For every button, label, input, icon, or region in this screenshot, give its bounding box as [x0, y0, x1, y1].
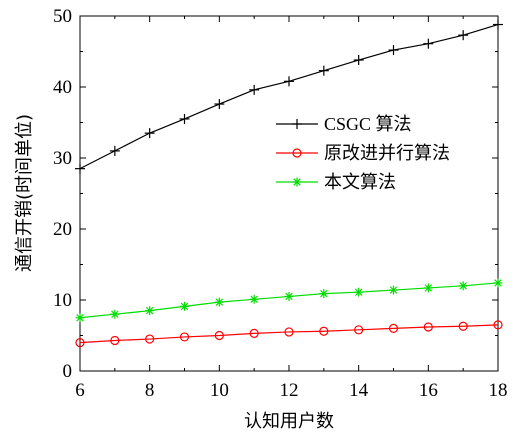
- data-point: [354, 325, 364, 335]
- series-1: [75, 320, 503, 348]
- data-point: [180, 301, 189, 311]
- data-point: [493, 320, 503, 330]
- legend-label: 原改进并行算法: [324, 143, 450, 163]
- data-point: [423, 38, 434, 49]
- legend-item: 原改进并行算法: [276, 143, 450, 163]
- y-tick-label: 0: [63, 361, 73, 382]
- series-0: [75, 19, 503, 174]
- data-point: [249, 328, 259, 338]
- legend-label: 本文算法: [324, 172, 396, 192]
- y-tick-label: 20: [53, 219, 72, 240]
- legend-marker: [292, 119, 302, 129]
- series-line: [79, 324, 499, 344]
- data-point: [284, 76, 294, 87]
- data-point: [458, 321, 468, 331]
- series-2: [75, 278, 503, 323]
- data-point: [318, 65, 329, 76]
- data-point: [354, 287, 364, 297]
- x-axis: 6 8 10 12 14 16 18: [75, 16, 508, 401]
- data-point: [319, 289, 329, 299]
- data-point: [109, 145, 120, 156]
- x-tick-label: 16: [419, 380, 438, 401]
- y-axis-title: 通信开销(时间单位): [14, 114, 35, 272]
- data-point: [319, 326, 329, 336]
- data-point: [423, 283, 433, 293]
- data-point: [388, 323, 399, 333]
- legend-item: 本文算法: [276, 172, 396, 192]
- data-point: [144, 128, 155, 139]
- data-point: [458, 30, 469, 41]
- data-point: [353, 55, 364, 66]
- y-axis: 0 10 20 30 40 50: [53, 6, 498, 382]
- data-point: [110, 335, 120, 346]
- data-point: [388, 45, 399, 56]
- data-point: [179, 332, 190, 342]
- x-tick-label: 8: [145, 380, 155, 401]
- data-point: [458, 281, 468, 291]
- x-tick-label: 10: [210, 380, 229, 401]
- data-point: [214, 330, 224, 341]
- legend-label: CSGC 算法: [324, 114, 412, 134]
- y-tick-label: 40: [53, 77, 72, 98]
- y-tick-label: 50: [53, 6, 72, 27]
- data-point: [284, 291, 294, 301]
- x-tick-label: 6: [75, 380, 85, 401]
- x-tick-label: 14: [349, 380, 369, 401]
- data-point: [75, 163, 85, 174]
- legend-item: CSGC 算法: [276, 114, 412, 134]
- x-axis-title: 认知用户数: [244, 411, 334, 432]
- plot-frame: [79, 15, 499, 372]
- data-point: [214, 99, 225, 110]
- data-point: [493, 278, 503, 288]
- data-point: [145, 334, 155, 344]
- data-point: [75, 338, 85, 348]
- y-tick-label: 10: [53, 290, 72, 311]
- data-point: [249, 84, 260, 95]
- y-tick-label: 30: [53, 148, 72, 169]
- data-point: [110, 309, 120, 319]
- legend-marker: [292, 148, 302, 158]
- data-point: [75, 313, 85, 323]
- data-point: [249, 294, 259, 304]
- data-point: [214, 297, 224, 307]
- data-point: [493, 19, 503, 30]
- x-tick-label: 18: [489, 380, 508, 401]
- data-point: [145, 306, 155, 316]
- legend-marker: [292, 177, 302, 187]
- series-layer: [75, 19, 503, 348]
- x-tick-label: 12: [280, 380, 299, 401]
- data-point: [284, 327, 294, 337]
- data-point: [179, 113, 190, 124]
- data-point: [423, 322, 433, 332]
- data-point: [389, 285, 398, 295]
